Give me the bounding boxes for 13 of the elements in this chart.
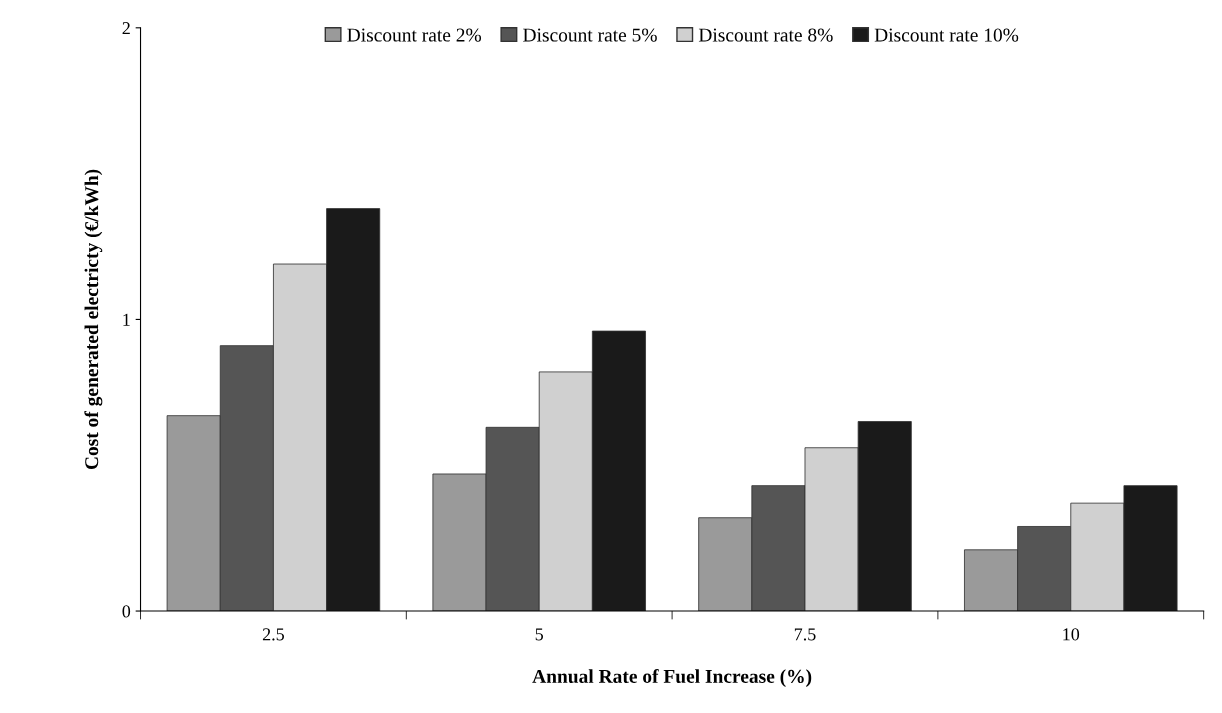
legend-label: Discount rate 2% (347, 28, 482, 42)
x-axis-title: Annual Rate of Fuel Increase (%) (532, 669, 812, 687)
legend-label: Discount rate 5% (523, 28, 657, 42)
x-tick-label: 2.5 (262, 628, 284, 641)
y-tick-label: 1 (123, 313, 130, 326)
x-tick-label: 7.5 (794, 628, 816, 641)
x-tick-label: 5 (535, 628, 544, 641)
legend-label: Discount rate 10% (874, 28, 1019, 42)
x-tick-label: 10 (1063, 628, 1080, 641)
legend-label: Discount rate 8% (698, 28, 833, 42)
y-axis-title: Cost of generated electricty (€/kWh) (84, 169, 103, 470)
y-tick-label: 0 (122, 605, 131, 618)
y-tick-label: 2 (122, 22, 130, 35)
